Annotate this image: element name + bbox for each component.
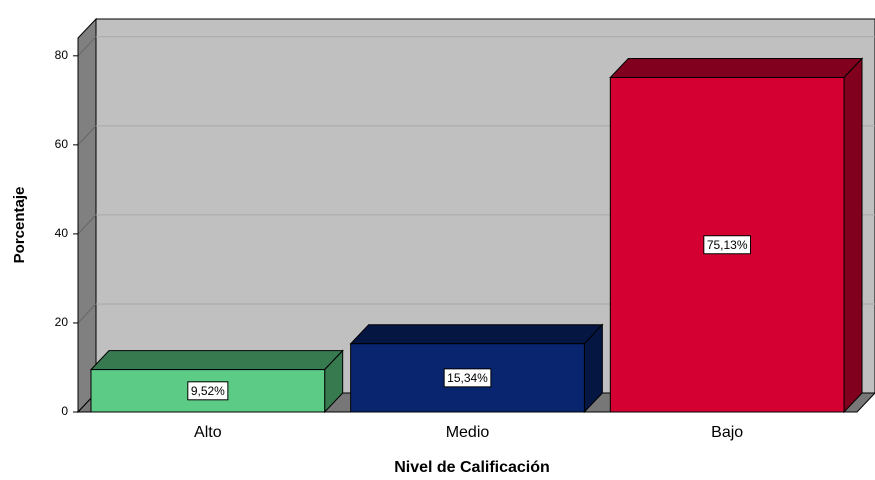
y-tick-label: 40	[55, 226, 69, 240]
grid-line-wall	[77, 303, 97, 324]
bar-top	[349, 324, 604, 345]
value-label: 9,52%	[191, 384, 225, 398]
x-tick-label: Medio	[446, 424, 490, 441]
x-axis-label: Nivel de Calificación	[394, 459, 550, 476]
left-wall	[77, 17, 97, 414]
grid-line-wall	[77, 214, 97, 235]
y-axis-label: Porcentaje	[11, 187, 28, 264]
bar-top	[89, 350, 344, 371]
y-tick-label: 60	[55, 137, 69, 151]
x-tick-label: Bajo	[711, 424, 743, 441]
bar-top	[609, 57, 864, 78]
grid-line-wall	[77, 125, 97, 146]
x-tick-label: Alto	[194, 424, 222, 441]
value-label-box	[187, 381, 229, 401]
value-label: 15,34%	[447, 371, 488, 385]
bar-side	[843, 57, 863, 414]
grid-line-wall	[77, 36, 97, 57]
value-label-box	[443, 368, 492, 388]
value-label: 75,13%	[707, 238, 748, 252]
y-tick-label: 80	[55, 48, 69, 62]
value-label-box	[703, 235, 752, 255]
y-tick-label: 20	[55, 315, 69, 329]
y-tick-label: 0	[61, 404, 68, 418]
